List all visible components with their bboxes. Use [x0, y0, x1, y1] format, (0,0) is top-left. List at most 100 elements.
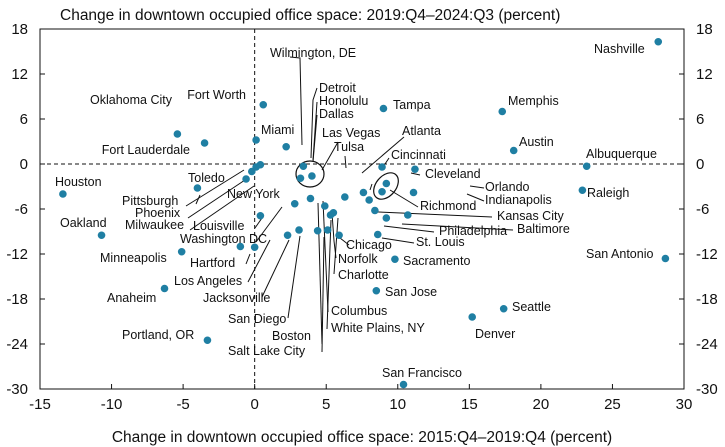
x-tick-label: -5: [176, 396, 189, 413]
leader-line: [381, 237, 415, 244]
y-tick-label-right: 18: [696, 21, 713, 38]
point-portland-or: [203, 336, 212, 345]
leader-line: [261, 239, 290, 298]
point-hartford: [236, 242, 245, 251]
point-label-pittsburgh: Pittsburgh: [122, 194, 178, 208]
point-label-norfolk: Norfolk: [338, 252, 378, 266]
point-label-memphis: Memphis: [508, 94, 559, 108]
point-san-jose: [372, 286, 381, 295]
point-detroit: [299, 162, 308, 171]
point-oklahoma-city: [173, 130, 182, 138]
leader-line: [310, 87, 318, 159]
y-tick-label-left: -30: [6, 381, 28, 398]
point-jacksonville: [283, 231, 292, 240]
point-label-kansas-city: Kansas City: [497, 209, 564, 223]
x-axis-label: Change in downtown occupied office space…: [112, 429, 612, 446]
leader-line: [185, 169, 245, 207]
point-san-diego: [295, 226, 303, 234]
y-tick-label-right: -12: [696, 246, 718, 263]
axis-ticks: [39, 28, 685, 390]
point-label-cincinnati: Cincinnati: [391, 148, 446, 162]
cluster-ring-detroit: [295, 160, 325, 188]
point-albuquerque: [582, 162, 591, 171]
leader-line: [187, 177, 249, 219]
leader-line: [289, 56, 303, 146]
point-label-austin: Austin: [519, 135, 554, 149]
point-chicago: [335, 231, 343, 240]
point-label-charlotte: Charlotte: [338, 268, 389, 282]
point-label-washington-dc: Washington DC: [180, 232, 267, 246]
point-label-oklahoma-city: Oklahoma City: [90, 93, 173, 107]
leader-line: [287, 235, 301, 319]
point-label-columbus: Columbus: [331, 304, 387, 318]
y-tick-label-right: 0: [696, 156, 704, 173]
point-label-indianapolis: Indianapolis: [485, 193, 552, 207]
point-label-cleveland: Cleveland: [425, 167, 481, 181]
point-toledo: [193, 184, 202, 192]
point-label-san-jose: San Jose: [385, 285, 437, 299]
point-miami: [252, 136, 260, 144]
point-kansas-city: [371, 206, 379, 215]
point-label-milwaukee: Milwaukee: [125, 218, 184, 232]
point-label-boston: Boston: [272, 329, 311, 343]
data-points: [59, 37, 670, 389]
point-los-angeles: [250, 243, 259, 252]
point-label-tampa: Tampa: [393, 98, 431, 112]
leader-line: [377, 211, 493, 218]
leader-line: [333, 217, 339, 275]
point-label-las-vegas: Las Vegas: [322, 126, 380, 140]
y-tick-label-left: 0: [20, 156, 28, 173]
point-label-chicago: Chicago: [346, 238, 392, 252]
point-sacramento: [391, 255, 399, 264]
point-label-albuquerque: Albuquerque: [586, 147, 657, 161]
point-raleigh: [578, 186, 587, 195]
point-label-fort-lauderdale: Fort Lauderdale: [102, 143, 190, 157]
x-tick-label: 25: [604, 396, 621, 413]
point-label-miami: Miami: [261, 123, 294, 137]
point-label-honolulu: Honolulu: [319, 94, 368, 108]
point-new-york: [242, 175, 250, 183]
point-cincinnati: [378, 163, 386, 171]
point-label-houston: Houston: [55, 175, 102, 189]
y-tick-label-right: -6: [696, 201, 709, 218]
y-tick-label-left: 12: [11, 66, 28, 83]
leader-line: [312, 114, 318, 163]
point-san-antonio: [661, 254, 670, 263]
y-tick-label-left: 6: [20, 111, 28, 128]
leader-line: [317, 202, 323, 345]
point-label-tulsa: Tulsa: [334, 140, 364, 154]
point-san-francisco: [399, 380, 408, 389]
leader-line: [410, 172, 421, 176]
point-label-los-angeles: Los Angeles: [174, 274, 242, 288]
leader-line: [339, 237, 350, 246]
point-anaheim: [160, 284, 169, 293]
point-label-new-york: New York: [227, 187, 281, 201]
point-fort-lauderdale: [200, 139, 209, 147]
axis-tick-labels: -15 -10 -5 0 5 10 15 20 25 30 18 18 12 12 6 6 0 0 -6 -6 -12 -…: [6, 21, 717, 413]
x-tick-label: 5: [322, 396, 330, 413]
cluster-rings: [295, 160, 399, 200]
leader-line: [255, 206, 283, 243]
point-label-oakland: Oakland: [60, 216, 107, 230]
y-tick-label-left: -24: [6, 336, 28, 353]
leader-line: [321, 141, 339, 171]
point-labels: Nashville Wilmington, DE Fort Worth Oklahom…: [55, 42, 657, 380]
point-label-san-antonio: San Antonio: [586, 247, 653, 261]
leader-line: [469, 185, 485, 189]
leader-line: [401, 223, 514, 231]
leader-line: [326, 219, 332, 330]
point-label-anaheim: Anaheim: [107, 291, 156, 305]
chart-title: Change in downtown occupied office space…: [60, 7, 560, 24]
point-austin: [509, 146, 518, 155]
point-memphis: [498, 107, 507, 116]
point-label-phoenix: Phoenix: [135, 206, 181, 220]
point-label-salt-lake-city: Salt Lake City: [228, 344, 306, 358]
leader-line: [369, 183, 373, 191]
point-seattle: [499, 304, 508, 313]
point-label-hartford: Hartford: [190, 256, 235, 270]
point-label-richmond: Richmond: [420, 199, 476, 213]
point-label-minneapolis: Minneapolis: [100, 251, 167, 265]
point-label-sacramento: Sacramento: [403, 254, 470, 268]
point-dallas: [296, 174, 305, 183]
